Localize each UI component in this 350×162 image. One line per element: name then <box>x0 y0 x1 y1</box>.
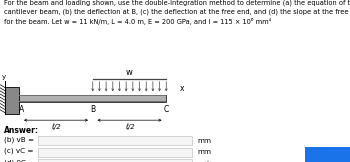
Text: ℓ/2: ℓ/2 <box>125 123 134 130</box>
Bar <box>19 95 166 102</box>
Bar <box>38 159 192 162</box>
Text: y: y <box>1 74 6 80</box>
Bar <box>19 101 166 102</box>
Bar <box>19 95 166 96</box>
Text: A: A <box>19 105 25 114</box>
Text: rad: rad <box>197 161 209 162</box>
Text: mm: mm <box>197 138 211 144</box>
Text: w: w <box>126 68 133 77</box>
Text: Answer:: Answer: <box>4 126 38 135</box>
Text: (c) vC =: (c) vC = <box>4 148 33 154</box>
Bar <box>38 148 192 157</box>
Bar <box>38 136 192 145</box>
Text: B: B <box>90 105 95 114</box>
Text: mm: mm <box>197 149 211 155</box>
Bar <box>5 87 19 114</box>
Text: C: C <box>164 105 169 114</box>
Text: For the beam and loading shown, use the double-integration method to determine (: For the beam and loading shown, use the … <box>4 0 350 25</box>
Text: (d) θC =: (d) θC = <box>4 159 34 162</box>
Text: x: x <box>179 84 184 93</box>
Text: (b) vB =: (b) vB = <box>4 136 34 143</box>
Text: ℓ/2: ℓ/2 <box>51 123 61 130</box>
